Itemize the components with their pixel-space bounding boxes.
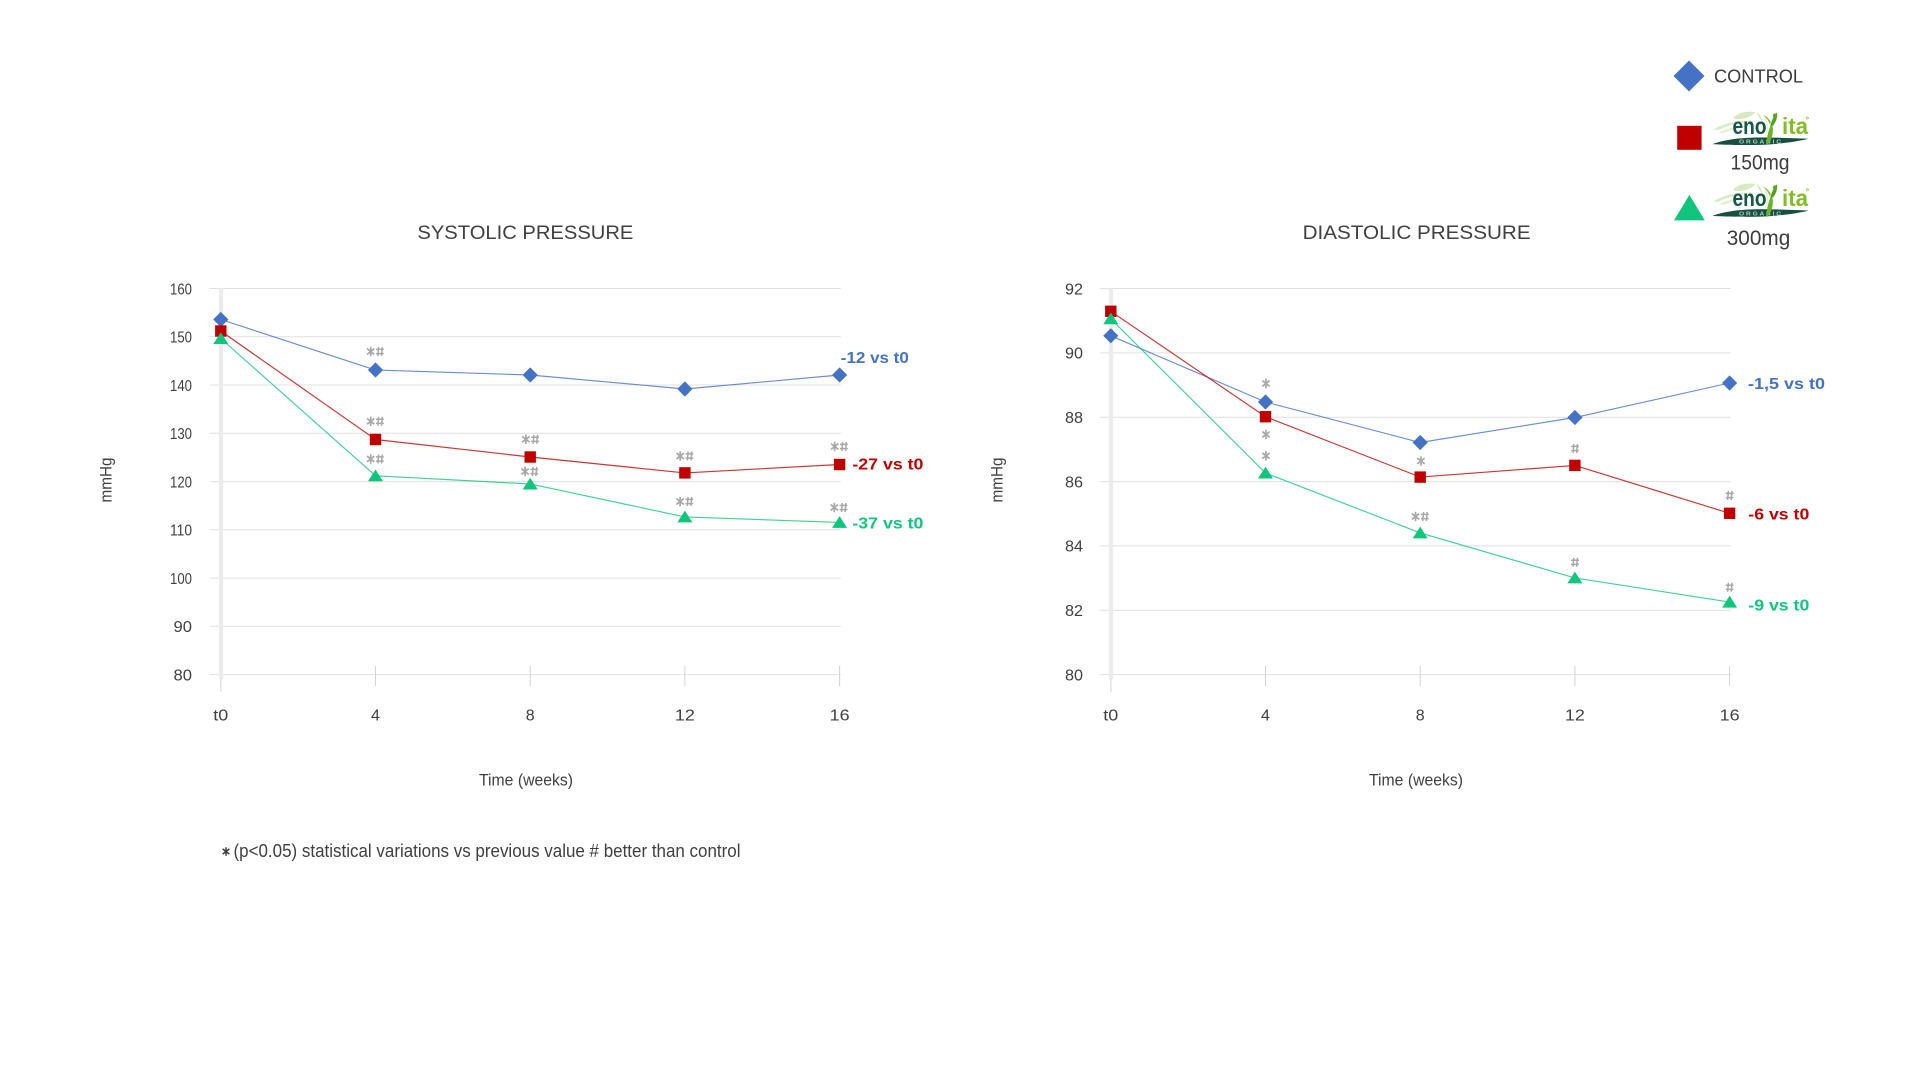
- svg-text:300mg: 300mg: [1727, 226, 1791, 250]
- svg-text:t0: t0: [213, 708, 228, 725]
- svg-text:Time (weeks): Time (weeks): [479, 771, 573, 790]
- svg-text:-9 vs t0: -9 vs t0: [1748, 598, 1809, 615]
- svg-text:(p<0.05) statistical variation: (p<0.05) statistical variations vs previ…: [234, 841, 741, 861]
- svg-text:92: 92: [1065, 281, 1083, 298]
- svg-text:8: 8: [1416, 708, 1425, 725]
- svg-text:mmHg: mmHg: [97, 458, 116, 503]
- svg-text:SYSTOLIC PRESSURE: SYSTOLIC PRESSURE: [417, 223, 633, 244]
- svg-text:150: 150: [170, 330, 192, 347]
- svg-text:160: 160: [170, 281, 192, 298]
- svg-text:t0: t0: [1103, 708, 1118, 725]
- svg-text:86: 86: [1065, 474, 1083, 491]
- svg-text:120: 120: [170, 474, 192, 491]
- svg-text:12: 12: [1565, 708, 1585, 725]
- svg-text:130: 130: [170, 426, 192, 443]
- svg-text:82: 82: [1065, 603, 1083, 620]
- svg-text:8: 8: [526, 708, 535, 725]
- svg-text:-1,5 vs t0: -1,5 vs t0: [1748, 376, 1825, 393]
- svg-text:100: 100: [170, 571, 192, 588]
- svg-text:90: 90: [1065, 346, 1083, 363]
- svg-text:90: 90: [174, 619, 193, 636]
- svg-text:12: 12: [675, 708, 695, 725]
- svg-text:-27 vs t0: -27 vs t0: [852, 457, 923, 474]
- svg-text:16: 16: [1720, 708, 1740, 725]
- svg-text:-12 vs t0: -12 vs t0: [841, 350, 909, 367]
- svg-text:16: 16: [830, 708, 850, 725]
- svg-text:80: 80: [1065, 667, 1083, 684]
- svg-text:CONTROL: CONTROL: [1714, 66, 1803, 87]
- svg-text:-6 vs t0: -6 vs t0: [1748, 507, 1809, 524]
- svg-text:-37 vs t0: -37 vs t0: [852, 516, 923, 533]
- svg-text:140: 140: [170, 378, 192, 395]
- svg-text:88: 88: [1065, 410, 1083, 427]
- svg-text:150mg: 150mg: [1731, 151, 1790, 175]
- svg-text:110: 110: [170, 523, 192, 540]
- svg-text:DIASTOLIC PRESSURE: DIASTOLIC PRESSURE: [1303, 223, 1531, 244]
- svg-text:mmHg: mmHg: [988, 458, 1007, 503]
- svg-text:4: 4: [371, 708, 380, 725]
- svg-text:4: 4: [1261, 708, 1270, 725]
- svg-text:Time (weeks): Time (weeks): [1369, 771, 1463, 790]
- svg-text:80: 80: [174, 667, 193, 684]
- svg-text:84: 84: [1065, 539, 1083, 556]
